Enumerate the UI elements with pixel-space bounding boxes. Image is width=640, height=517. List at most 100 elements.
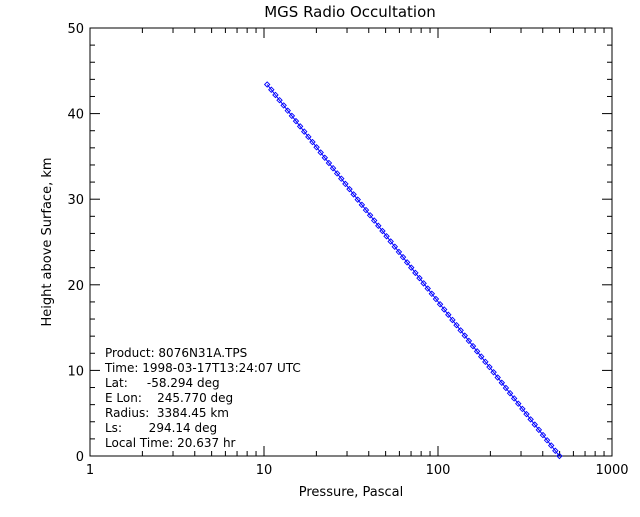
data-point [465, 337, 473, 345]
data-point [268, 86, 275, 93]
data-point [370, 217, 378, 224]
data-point [391, 243, 399, 250]
data-point [515, 400, 522, 407]
data-point [543, 437, 551, 444]
data-point [494, 374, 501, 381]
info-line: Ls: 294.14 deg [105, 421, 217, 435]
data-point [379, 227, 386, 235]
data-point [305, 133, 312, 141]
data-point [490, 369, 497, 376]
y-tick-label: 30 [67, 193, 84, 208]
data-point [498, 379, 506, 386]
profile-line [266, 84, 560, 457]
data-point [432, 295, 440, 303]
data-point [317, 149, 324, 156]
data-point [288, 112, 296, 120]
data-point [358, 201, 366, 209]
data-point [428, 290, 436, 298]
data-point [531, 421, 538, 428]
data-point [477, 353, 485, 360]
x-axis-title: Pressure, Pascal [299, 485, 404, 500]
data-point [280, 102, 287, 109]
data-point [403, 259, 411, 266]
data-point [539, 431, 547, 439]
data-point [523, 410, 530, 418]
x-axis: 1 10 100 1000 [86, 28, 629, 478]
info-line: Local Time: 20.637 hr [105, 436, 236, 450]
data-point [510, 395, 518, 402]
y-tick-label: 0 [76, 450, 84, 465]
data-point [321, 154, 329, 161]
data-point [506, 389, 514, 397]
data-point [420, 280, 427, 287]
data-point [354, 196, 361, 203]
data-point [333, 170, 341, 177]
info-line: Product: 8076N31A.TPS [105, 346, 247, 360]
data-point [395, 248, 403, 256]
data-point [445, 311, 452, 318]
data-point [552, 447, 559, 455]
data-point [292, 117, 300, 125]
info-line: Lat: -58.294 deg [105, 376, 220, 390]
info-line: Time: 1998-03-17T13:24:07 UTC [104, 361, 301, 375]
data-point [486, 363, 493, 371]
data-point [461, 332, 469, 339]
y-axis: 0 10 20 30 40 50 [67, 22, 612, 465]
data-point [342, 180, 349, 188]
data-point [457, 327, 464, 334]
data-point [440, 306, 448, 313]
data-point [329, 164, 337, 172]
data-point [408, 264, 415, 271]
data-point [387, 238, 394, 245]
data-point [276, 96, 283, 104]
data-point [313, 144, 320, 151]
data-point [325, 159, 333, 167]
info-line: Radius: 3384.45 km [105, 406, 229, 420]
x-tick-label: 10 [256, 463, 273, 478]
data-point [263, 81, 271, 88]
x-tick-label: 1000 [595, 463, 628, 478]
data-point [338, 175, 345, 182]
data-point [366, 212, 374, 219]
plot-frame [89, 27, 613, 457]
data-point [412, 269, 419, 277]
chart-title: MGS Radio Occultation [264, 3, 436, 21]
data-point [309, 138, 316, 146]
data-point [547, 442, 555, 449]
data-point [416, 274, 423, 282]
data-point [424, 285, 431, 292]
data-point [362, 206, 370, 214]
data-point [436, 301, 444, 308]
data-point [469, 342, 477, 350]
data-point [535, 426, 543, 434]
y-tick-label: 50 [67, 22, 84, 37]
data-point [556, 452, 563, 460]
y-axis-title: Height above Surface, km [40, 157, 55, 326]
data-point [296, 123, 304, 130]
y-tick-label: 20 [67, 279, 84, 294]
y-tick-label: 40 [67, 108, 84, 123]
data-point [350, 191, 357, 198]
data-point [519, 405, 526, 413]
info-line: E Lon: 245.770 deg [105, 391, 233, 405]
data-point [375, 222, 382, 230]
data-point [399, 253, 407, 261]
data-point [272, 91, 279, 99]
data-point [482, 358, 489, 366]
data-point [300, 128, 308, 135]
data-point [453, 321, 460, 329]
data-series [263, 81, 563, 460]
x-tick-label: 100 [426, 463, 451, 478]
y-tick-label: 10 [67, 364, 84, 379]
data-point [449, 316, 456, 324]
data-point [346, 185, 353, 193]
data-point [383, 233, 390, 240]
data-point [527, 416, 534, 423]
data-point [473, 348, 481, 355]
x-tick-label: 1 [86, 463, 94, 478]
data-point [502, 384, 510, 392]
data-point [284, 107, 291, 114]
